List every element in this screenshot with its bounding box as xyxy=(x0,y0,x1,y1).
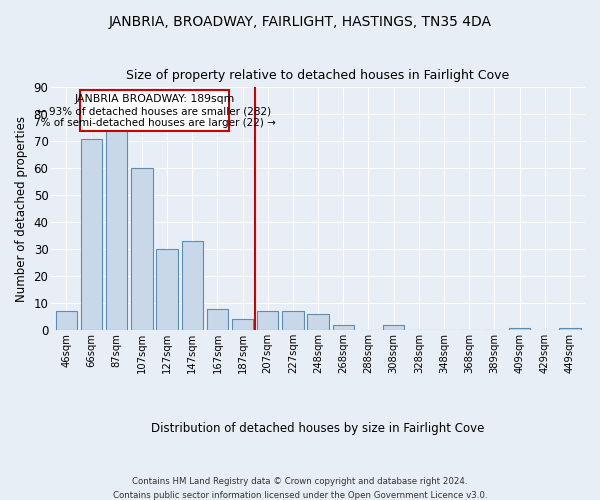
Bar xyxy=(106,128,127,330)
Bar xyxy=(157,250,178,330)
Text: JANBRIA BROADWAY: 189sqm: JANBRIA BROADWAY: 189sqm xyxy=(74,94,235,104)
Bar xyxy=(282,312,304,330)
Text: ← 93% of detached houses are smaller (282): ← 93% of detached houses are smaller (28… xyxy=(37,106,272,116)
FancyBboxPatch shape xyxy=(80,90,229,130)
Bar xyxy=(182,241,203,330)
Bar xyxy=(206,308,228,330)
Bar xyxy=(559,328,581,330)
Bar xyxy=(232,320,253,330)
Bar xyxy=(257,312,278,330)
Bar xyxy=(307,314,329,330)
Title: Size of property relative to detached houses in Fairlight Cove: Size of property relative to detached ho… xyxy=(127,69,510,82)
Text: Contains HM Land Registry data © Crown copyright and database right 2024.
Contai: Contains HM Land Registry data © Crown c… xyxy=(113,478,487,500)
Text: JANBRIA, BROADWAY, FAIRLIGHT, HASTINGS, TN35 4DA: JANBRIA, BROADWAY, FAIRLIGHT, HASTINGS, … xyxy=(109,15,491,29)
X-axis label: Distribution of detached houses by size in Fairlight Cove: Distribution of detached houses by size … xyxy=(151,422,485,435)
Bar xyxy=(131,168,152,330)
Y-axis label: Number of detached properties: Number of detached properties xyxy=(15,116,28,302)
Bar xyxy=(509,328,530,330)
Bar xyxy=(56,312,77,330)
Text: 7% of semi-detached houses are larger (22) →: 7% of semi-detached houses are larger (2… xyxy=(34,118,275,128)
Bar xyxy=(383,325,404,330)
Bar xyxy=(332,325,354,330)
Bar xyxy=(81,138,102,330)
